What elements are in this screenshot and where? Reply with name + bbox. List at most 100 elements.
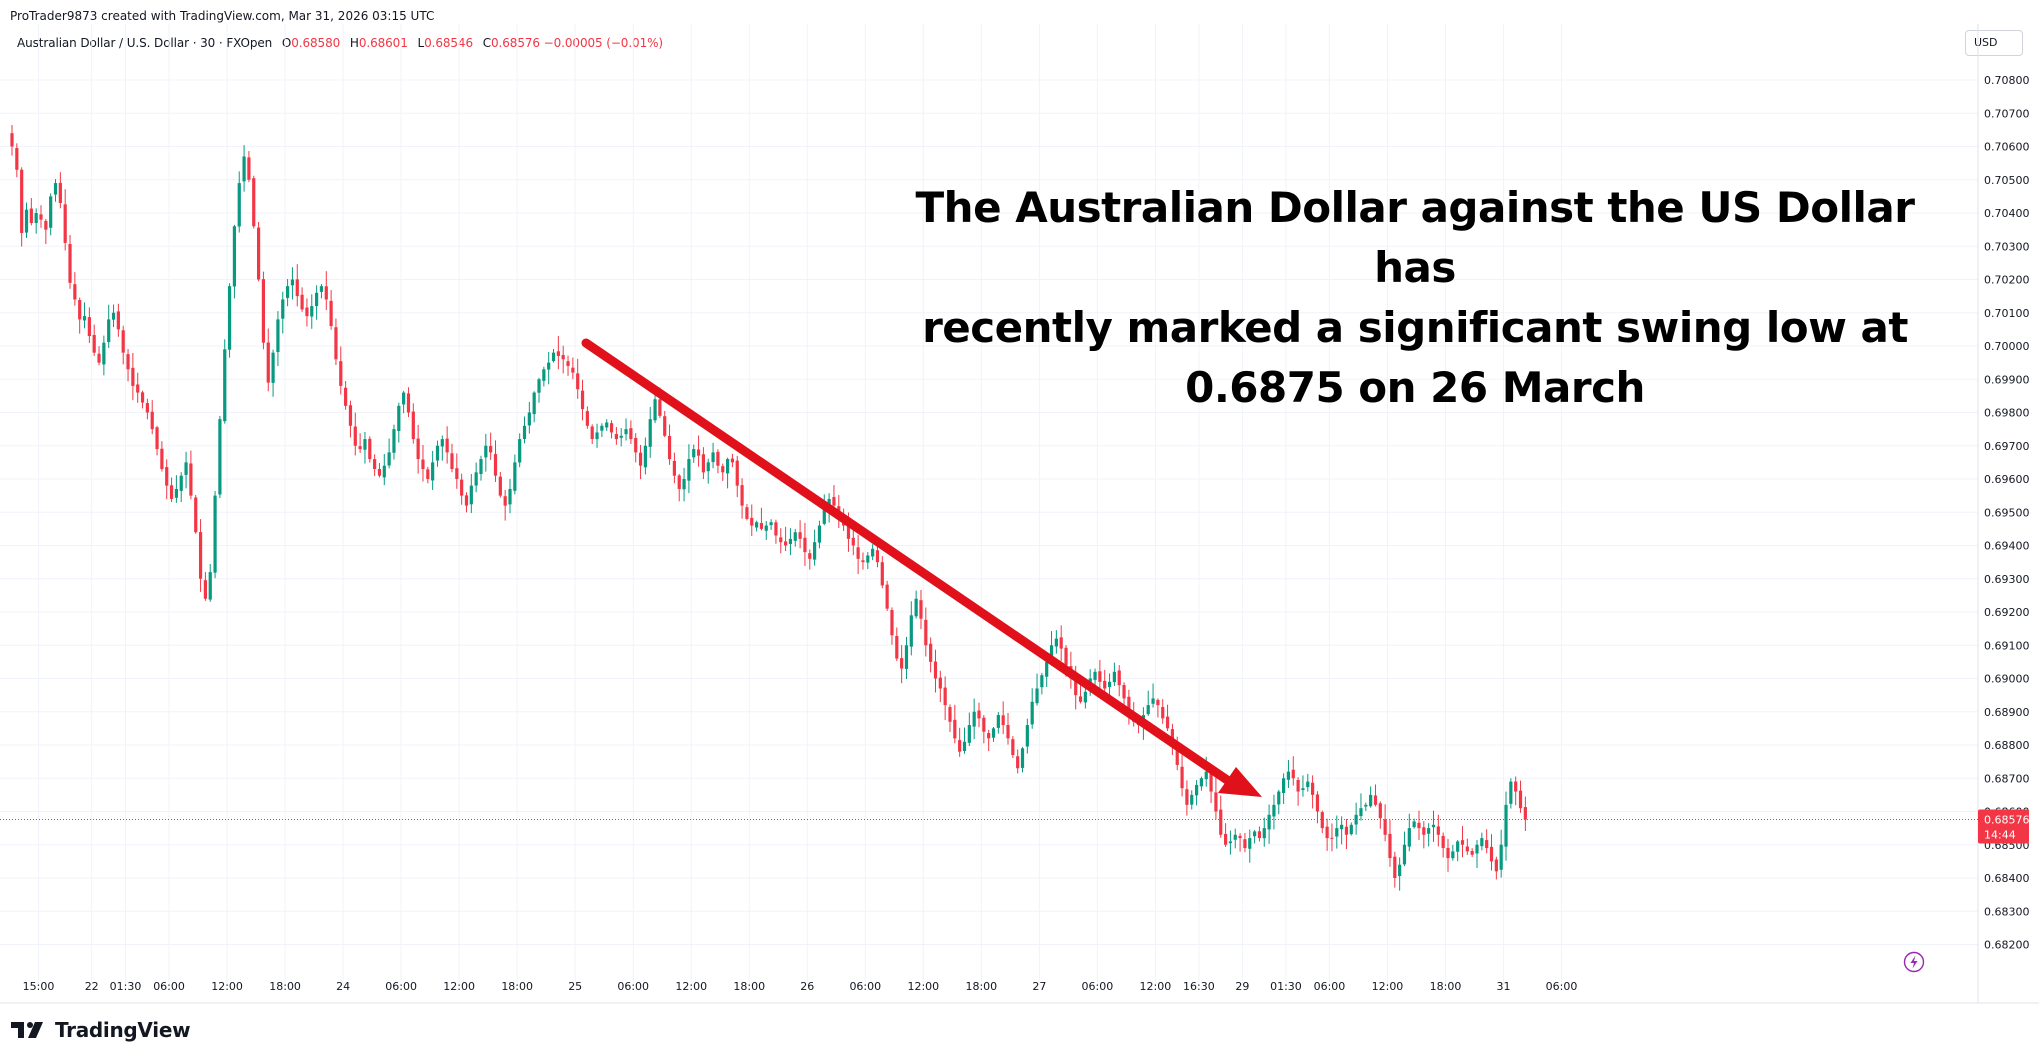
candle-body [469,485,473,505]
candle [1001,701,1005,735]
candle [551,348,556,363]
candle [24,202,29,238]
lightning-button[interactable] [1903,951,1925,973]
candle [111,304,116,328]
time-tick-label: 01:30 [110,980,142,993]
candle-body [958,740,962,752]
candle-body [377,468,382,476]
candle [406,387,411,418]
candle-body [875,550,880,563]
candle [919,589,923,630]
candle [300,287,304,312]
candle-body [440,439,444,447]
candle [556,336,560,370]
candle [982,715,986,744]
candle [1030,688,1034,729]
candle [663,410,667,438]
candle [1117,665,1121,697]
candle-body [890,610,894,636]
candle [962,727,967,754]
candle-body [653,399,657,421]
tradingview-brand[interactable]: TradingView [11,1018,191,1042]
candle-body [1335,828,1339,837]
candle [203,571,207,601]
price-tick-label: 0.68300 [1984,905,2030,918]
candle [10,125,14,156]
candle-body [344,387,348,406]
time-tick-label: 12:00 [211,980,243,993]
candle [97,346,101,366]
candle-body [416,438,420,460]
candle [1059,625,1063,662]
candle [547,351,551,385]
candle [256,221,261,282]
candle [1040,672,1044,695]
candle-body [392,429,396,453]
candle [1402,831,1407,867]
candle-body [1151,698,1155,704]
candle-body [174,488,178,498]
candle [972,698,976,740]
candle [1373,784,1378,807]
time-tick-label: 26 [800,980,814,993]
candle [1378,801,1382,829]
candle [624,418,628,441]
candle-body [808,553,812,559]
candle [29,198,33,226]
candle-body [1489,846,1494,862]
candle [1514,776,1518,806]
candle [450,443,454,473]
price-tick-label: 0.68700 [1984,772,2030,785]
candle-body [904,645,909,669]
candle-body [1315,794,1320,812]
candle-body [232,226,237,287]
candle [803,522,807,566]
candle-body [784,541,788,546]
candle [503,490,507,521]
candle [987,729,991,752]
symbol-title[interactable]: Australian Dollar / U.S. Dollar · 30 · F… [17,36,273,50]
candle [1078,684,1083,704]
time-tick-label: 18:00 [501,980,533,993]
candle [1315,791,1320,824]
candle [479,455,483,481]
candle-body [1248,838,1252,849]
time-tick-label: 29 [1235,980,1249,993]
price-chart[interactable]: 0.70800 0.70700 0.70600 0.70500 0.70400 0.703… [0,0,2039,1005]
candle-body [300,294,304,310]
candle [58,172,62,209]
candle-body [1209,772,1213,792]
candle [1451,844,1455,861]
candle [571,357,575,380]
candle [131,352,135,401]
candle-body [1199,778,1204,787]
currency-button[interactable]: USD [1965,30,2023,56]
candle [474,462,478,493]
candle [1301,775,1305,797]
candle-body [943,687,947,706]
candle [498,471,502,498]
candle [1485,829,1489,854]
price-tick-label: 0.69900 [1984,373,2030,386]
candle-body [638,452,643,466]
candle [1127,689,1131,725]
candle-body [542,369,546,381]
candle [813,529,817,566]
candle-body [513,462,517,491]
candle-body [1402,844,1407,865]
candle [1325,818,1329,851]
candle-body [629,428,633,440]
candle [392,424,396,460]
candle-body [832,497,836,506]
candle [725,457,730,489]
candle [537,377,541,403]
candle-body [29,208,33,223]
low-value: 0.68546 [424,36,474,50]
candle [1349,822,1353,836]
candle-body [1117,670,1121,686]
candle-body [203,580,207,599]
candle-body [1470,851,1474,855]
candle [1286,759,1291,788]
candle [261,271,266,350]
candle [416,424,420,474]
